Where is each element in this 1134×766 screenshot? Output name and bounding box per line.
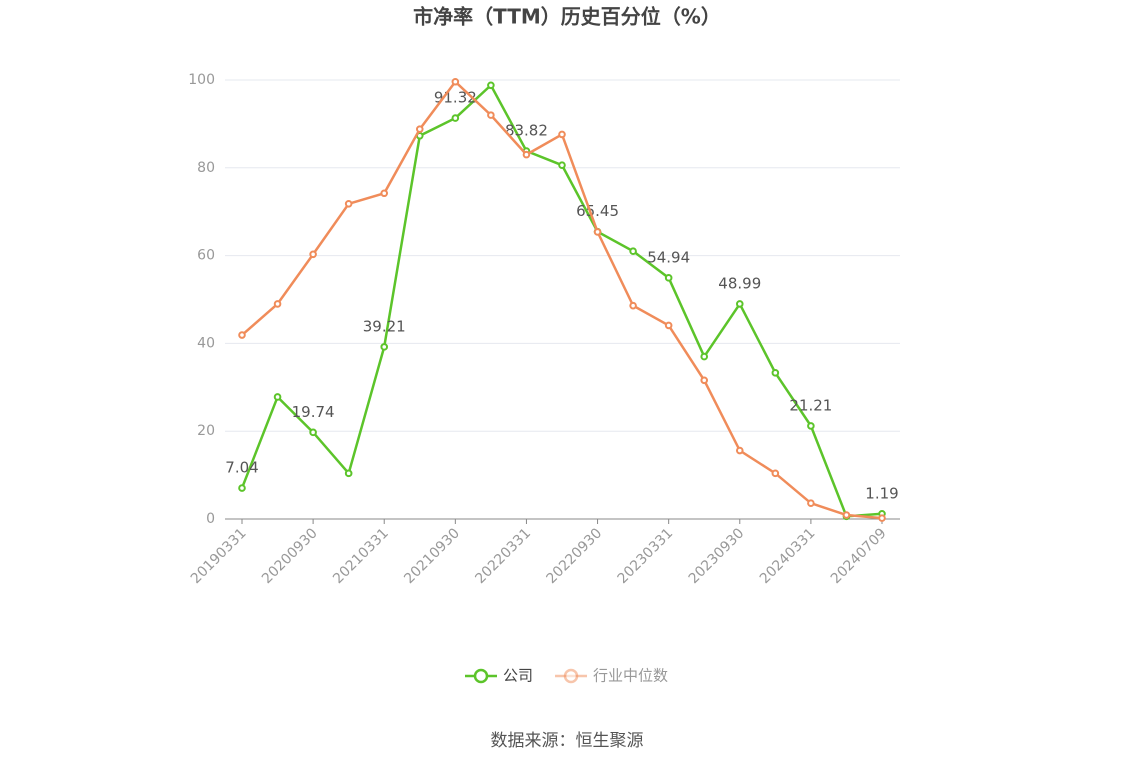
data-label: 54.94	[647, 248, 690, 266]
point	[771, 369, 780, 377]
point	[309, 250, 317, 259]
point	[558, 130, 566, 139]
x-tick-label: 20220930	[544, 525, 606, 587]
x-tick-label: 20240709	[828, 525, 890, 587]
source: 数据来源：恒生聚源	[491, 731, 644, 751]
point	[451, 114, 460, 122]
point	[487, 111, 495, 119]
point	[664, 274, 673, 282]
y-tick-label: 100	[188, 72, 215, 88]
point	[344, 469, 353, 478]
point	[842, 511, 851, 519]
point	[629, 247, 637, 256]
data-label: 1.19	[865, 484, 898, 502]
point	[807, 499, 815, 507]
point	[593, 228, 602, 236]
legend-label: 公司	[503, 667, 533, 685]
x-tick-label: 20190331	[188, 525, 250, 587]
series-line	[241, 79, 883, 520]
legend-marker	[473, 668, 489, 684]
data-label: 48.99	[718, 274, 761, 292]
point	[878, 514, 886, 522]
point	[487, 81, 495, 90]
point	[380, 343, 389, 351]
y-tick-label: 0	[206, 511, 215, 527]
x-tick-label: 20230331	[615, 525, 677, 587]
point	[807, 422, 815, 430]
data-label: 83.82	[505, 122, 548, 140]
data-label: 7.04	[225, 459, 258, 477]
point	[238, 484, 246, 492]
point	[273, 300, 282, 308]
point	[273, 393, 282, 401]
legend-label: 行业中位数	[593, 667, 668, 685]
point	[664, 321, 673, 330]
y-tick-label: 40	[197, 335, 215, 351]
data-label: 19.74	[292, 403, 335, 421]
point	[451, 77, 460, 86]
point	[380, 189, 389, 198]
x-tick-label: 20240331	[757, 525, 819, 587]
y-tick-label: 80	[197, 160, 215, 176]
point	[735, 446, 744, 455]
point	[238, 331, 246, 339]
point	[309, 428, 317, 437]
chart-title: 市净率（TTM）历史百分位（%）	[413, 5, 721, 29]
series-line	[240, 83, 883, 518]
data-label: 65.45	[576, 202, 619, 220]
point	[771, 469, 780, 478]
x-tick-label: 20210331	[330, 525, 392, 587]
x-tick-label: 20220331	[472, 525, 534, 587]
legend-marker	[563, 668, 579, 684]
data-label: 39.21	[363, 317, 406, 335]
point	[344, 199, 353, 208]
y-tick-label: 20	[197, 423, 215, 439]
point	[522, 150, 531, 159]
point	[700, 352, 709, 361]
data-label: 21.21	[789, 396, 832, 414]
x-tick-label: 20210930	[401, 525, 463, 587]
point	[558, 161, 566, 169]
point	[415, 125, 424, 133]
x-tick-label: 20200930	[259, 525, 321, 587]
point	[700, 376, 709, 385]
x-tick-label: 20230930	[686, 525, 748, 587]
y-tick-label: 60	[197, 248, 215, 264]
point	[629, 301, 637, 310]
point	[735, 300, 744, 308]
data-label: 91.32	[434, 89, 477, 107]
